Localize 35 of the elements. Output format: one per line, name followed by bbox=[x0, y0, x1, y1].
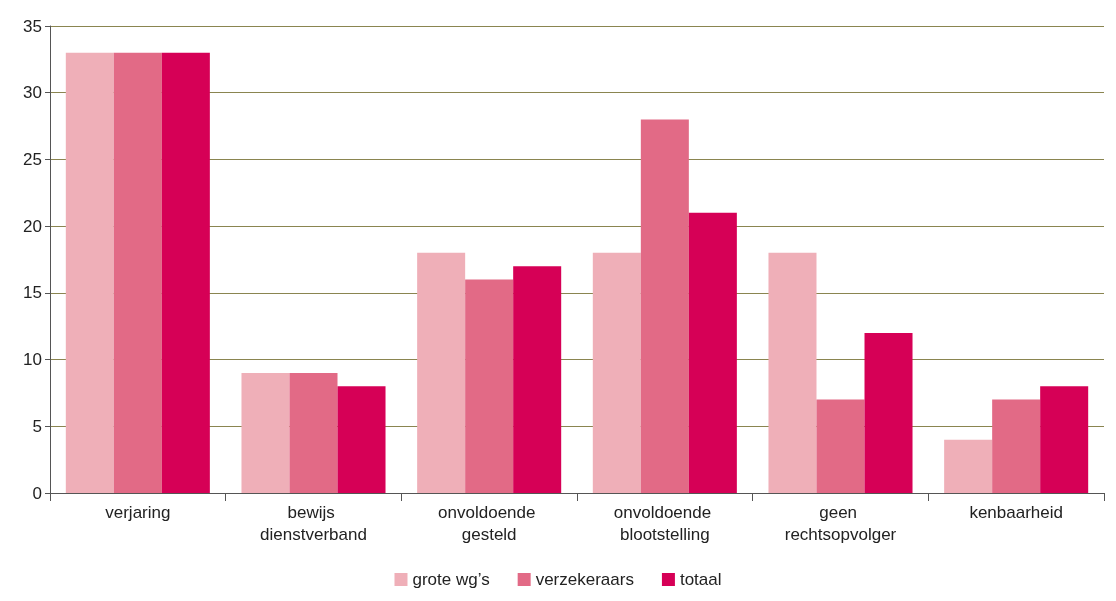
bar bbox=[688, 212, 737, 493]
x-tick-label: geen rechtsopvolger bbox=[784, 502, 897, 544]
bar bbox=[768, 252, 817, 493]
bar bbox=[816, 399, 865, 493]
y-tick-label: 0 bbox=[32, 483, 42, 503]
bar bbox=[417, 252, 466, 493]
bar bbox=[161, 52, 210, 493]
y-tick-label: 30 bbox=[23, 83, 42, 103]
y-tick-label: 15 bbox=[23, 283, 42, 303]
bar bbox=[241, 372, 290, 493]
bar bbox=[944, 439, 993, 493]
bar bbox=[65, 52, 114, 493]
bar bbox=[465, 279, 514, 493]
bar bbox=[640, 119, 689, 493]
bar bbox=[1040, 386, 1089, 493]
bar bbox=[992, 399, 1041, 493]
y-tick-label: 20 bbox=[23, 216, 42, 236]
x-tick-label: onvoldoende blootstelling bbox=[613, 502, 716, 544]
y-tick-label: 25 bbox=[23, 149, 42, 169]
legend-label: verzekeraars bbox=[535, 570, 634, 589]
bar bbox=[289, 372, 338, 493]
legend-label: totaal bbox=[679, 570, 722, 589]
x-tick-label: kenbaarheid bbox=[969, 502, 1063, 522]
x-tick-label: bewijs dienstverband bbox=[260, 502, 367, 544]
bar bbox=[864, 332, 913, 493]
legend-label: grote wg’s bbox=[412, 570, 490, 589]
x-tick-label: onvoldoende gesteld bbox=[438, 502, 541, 544]
y-tick-label: 5 bbox=[32, 416, 42, 436]
y-tick-label: 35 bbox=[23, 16, 42, 36]
bar bbox=[592, 252, 641, 493]
bar bbox=[513, 266, 562, 493]
bar bbox=[337, 386, 386, 493]
x-tick-label: verjaring bbox=[105, 502, 171, 522]
bar bbox=[113, 52, 162, 493]
y-tick-label: 10 bbox=[23, 350, 42, 370]
